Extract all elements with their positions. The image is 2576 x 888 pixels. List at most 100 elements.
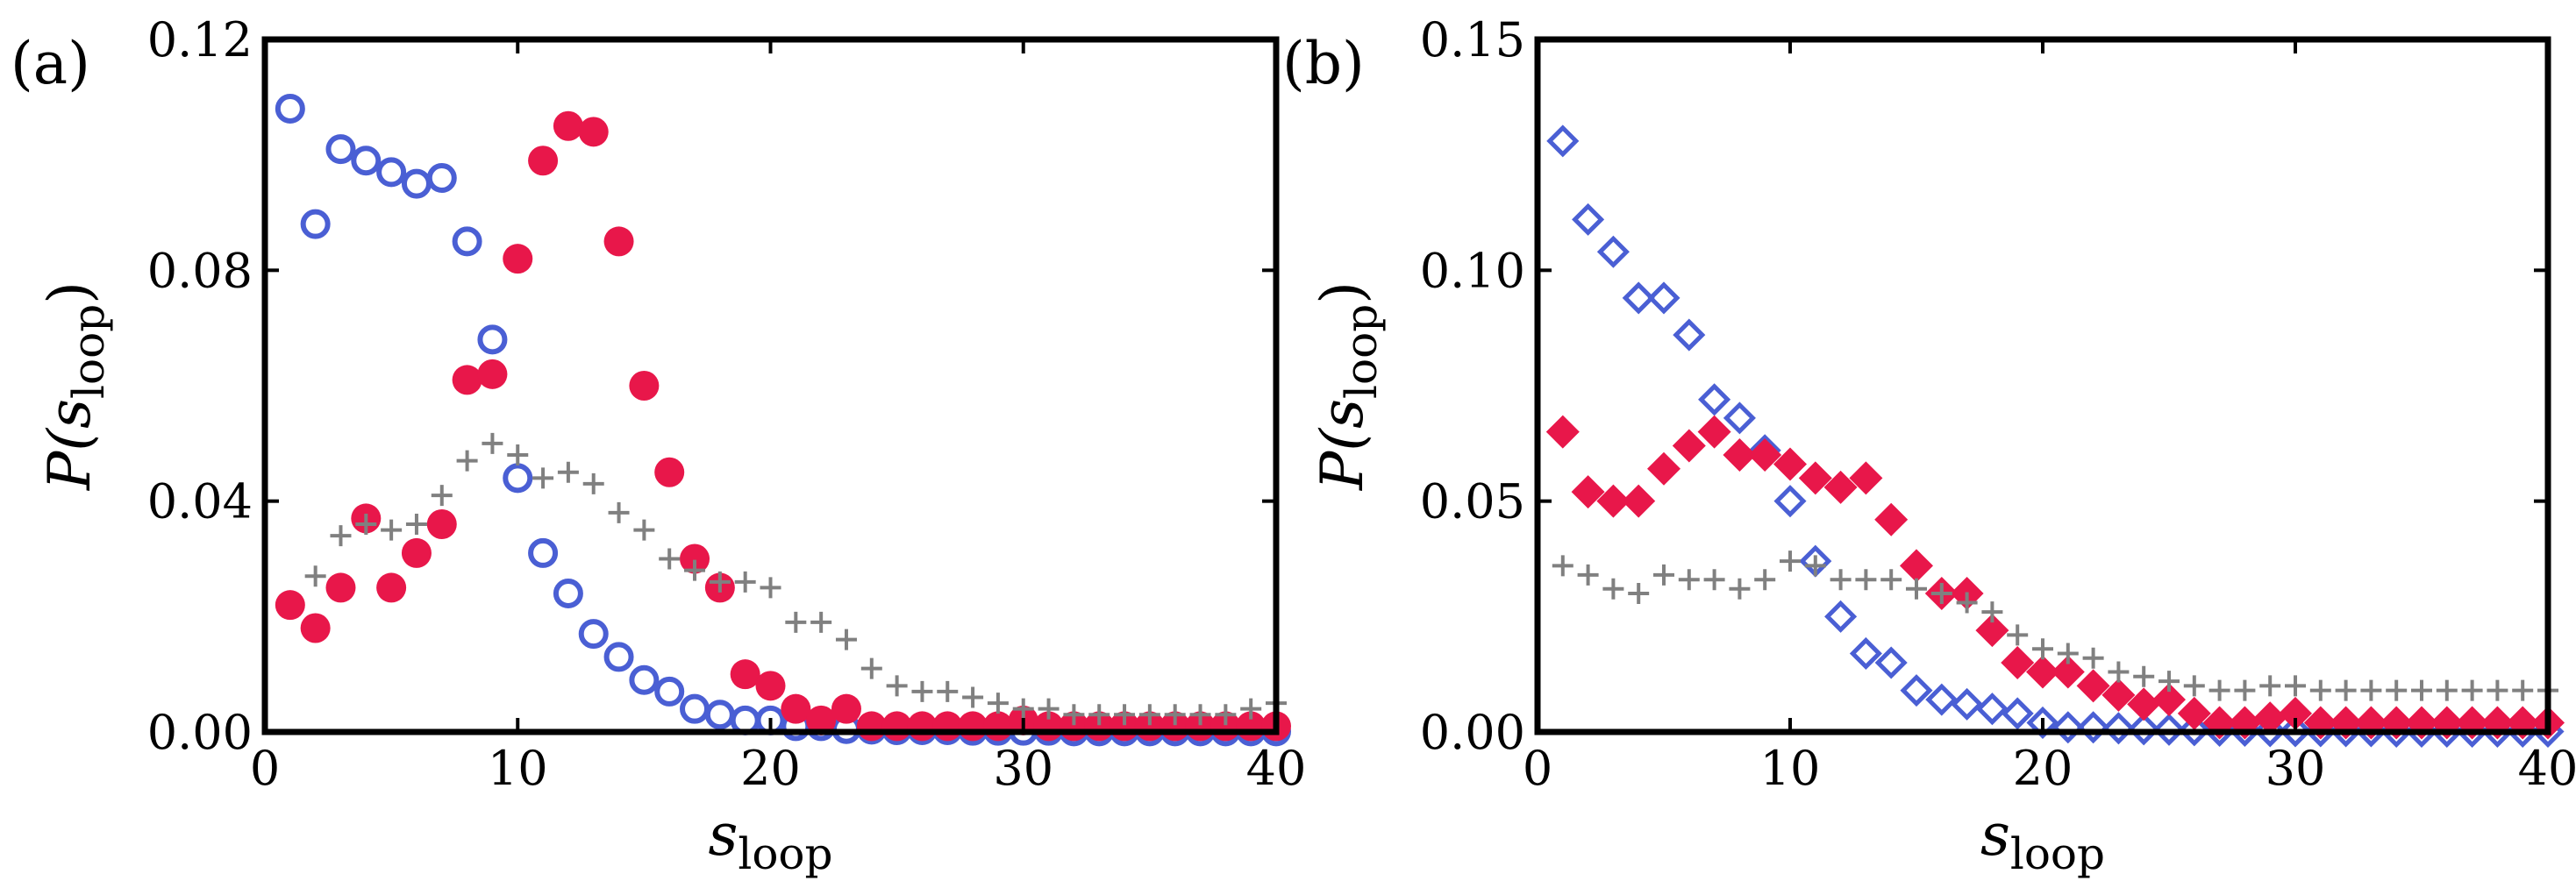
x-tick-label-40: 40 — [1246, 741, 1307, 796]
data-point-gray-plus-21 — [785, 611, 807, 633]
data-point-gray-plus-24 — [2133, 665, 2155, 687]
data-point-red-filled-circles-10 — [503, 244, 533, 274]
data-point-gray-plus-24 — [860, 657, 882, 679]
data-point-red-filled-circles-20 — [755, 671, 786, 701]
series-blue-open-diamonds — [1546, 124, 2565, 749]
data-point-red-filled-diamonds-8 — [1723, 438, 1757, 472]
data-markers — [1545, 124, 2565, 749]
data-point-red-filled-circles-16 — [654, 457, 685, 487]
data-point-gray-plus-5 — [381, 519, 403, 541]
data-point-blue-open-diamonds-6 — [1673, 318, 1706, 352]
y-axis-label-close: ) — [1309, 281, 1376, 304]
data-point-gray-plus-10 — [1780, 551, 1801, 572]
x-axis-label-main: s — [1980, 801, 2010, 869]
x-tick-label-30: 30 — [993, 741, 1053, 796]
y-tick-label-3: 0.12 — [147, 12, 253, 67]
data-point-blue-open-diamonds-23 — [2101, 712, 2135, 745]
data-point-gray-plus-21 — [2057, 643, 2079, 664]
x-tick-label-10: 10 — [1760, 741, 1821, 796]
data-point-gray-plus-37 — [1189, 704, 1211, 726]
data-point-gray-plus-25 — [2159, 671, 2180, 693]
data-point-gray-plus-39 — [2512, 679, 2534, 701]
data-point-blue-open-diamonds-26 — [2178, 714, 2211, 747]
data-point-red-filled-diamonds-13 — [1849, 461, 1883, 495]
data-point-gray-plus-38 — [2487, 679, 2508, 701]
data-point-gray-plus-28 — [962, 686, 984, 708]
data-point-blue-open-diamonds-21 — [2052, 711, 2085, 744]
data-point-gray-plus-17 — [1956, 592, 1978, 614]
data-point-blue-open-diamonds-29 — [2253, 714, 2287, 748]
data-point-red-filled-diamonds-6 — [1672, 429, 1706, 463]
data-point-red-filled-diamonds-7 — [1697, 415, 1731, 449]
data-point-red-filled-circles-8 — [452, 365, 482, 395]
panel-label: (b) — [1282, 30, 1365, 97]
data-point-blue-open-diamonds-16 — [1925, 683, 1959, 716]
data-point-red-filled-diamonds-25 — [2152, 683, 2186, 717]
data-point-gray-plus-14 — [1880, 569, 1902, 591]
data-point-gray-plus-28 — [2234, 679, 2256, 701]
data-point-blue-open-circles-6 — [401, 168, 432, 199]
data-point-red-filled-circles-15 — [629, 371, 660, 401]
y-axis-label-subscript: loop — [63, 304, 114, 399]
data-point-red-filled-diamonds-23 — [2101, 678, 2136, 712]
data-point-gray-plus-32 — [2335, 679, 2357, 701]
data-point-gray-plus-37 — [2461, 679, 2483, 701]
y-tick-label-3: 0.15 — [1420, 12, 1525, 67]
y-tick-label-2: 0.10 — [1420, 243, 1525, 298]
data-point-gray-plus-26 — [911, 680, 933, 702]
data-point-blue-open-circles-13 — [578, 619, 609, 650]
data-point-blue-open-circles-8 — [452, 226, 482, 257]
data-point-gray-plus-11 — [532, 467, 554, 489]
y-tick-label-0: 0.00 — [1420, 705, 1525, 760]
data-point-red-filled-diamonds-11 — [1798, 461, 1832, 495]
data-point-red-filled-circles-6 — [401, 537, 432, 568]
x-tick-label-40: 40 — [2518, 741, 2576, 796]
data-point-gray-plus-23 — [835, 629, 857, 650]
data-point-red-filled-circles-3 — [325, 572, 356, 603]
data-point-blue-open-circles-17 — [680, 693, 710, 724]
data-point-gray-plus-20 — [760, 577, 781, 599]
data-point-red-filled-diamonds-18 — [1975, 614, 2009, 648]
data-point-blue-open-diamonds-10 — [1773, 485, 1807, 518]
data-point-gray-plus-9 — [1754, 569, 1776, 591]
data-point-gray-plus-16 — [1930, 583, 1952, 604]
data-point-red-filled-diamonds-15 — [1900, 549, 1933, 583]
x-tick-label-20: 20 — [740, 741, 801, 796]
data-point-red-filled-circles-21 — [781, 693, 811, 724]
series-red-filled-circles — [275, 110, 1291, 742]
data-point-gray-plus-2 — [304, 565, 326, 587]
data-point-gray-plus-14 — [608, 501, 630, 523]
data-point-blue-open-circles-12 — [553, 579, 583, 608]
data-point-gray-plus-19 — [2007, 624, 2029, 646]
data-point-gray-plus-12 — [557, 461, 579, 483]
data-point-gray-plus-8 — [1729, 578, 1751, 600]
data-point-red-filled-diamonds-14 — [1874, 502, 1909, 536]
data-point-blue-open-circles-11 — [528, 537, 559, 568]
data-point-gray-plus-6 — [405, 514, 427, 535]
chart-panel-b: 0 10 20 30 400.000.050.100.15(b)sloopP(sloop… — [1282, 12, 2576, 879]
y-tick-label-1: 0.05 — [1420, 474, 1525, 529]
x-axis-label-subscript: loop — [738, 828, 832, 879]
data-point-blue-open-diamonds-15 — [1900, 674, 1933, 707]
chart-panel-a: 0 10 20 30 400.000.040.080.12(a)sloopP(sloop… — [11, 12, 1306, 879]
y-tick-label-2: 0.08 — [147, 243, 253, 298]
y-axis-label-main: P(s — [36, 399, 103, 491]
x-axis-label: sloop — [708, 801, 832, 879]
data-point-gray-plus-4 — [1628, 583, 1650, 604]
data-point-gray-plus-13 — [582, 472, 604, 494]
data-point-red-filled-diamonds-2 — [1571, 475, 1605, 509]
data-point-gray-plus-35 — [1138, 704, 1160, 726]
x-tick-label-0: 0 — [1523, 741, 1552, 796]
data-point-blue-open-circles-1 — [275, 94, 305, 124]
data-point-red-filled-circles-7 — [426, 509, 457, 539]
data-point-gray-plus-22 — [2082, 647, 2104, 669]
x-axis-label-subscript: loop — [2010, 828, 2105, 879]
data-point-red-filled-diamonds-9 — [1748, 438, 1782, 472]
data-point-gray-plus-6 — [1678, 569, 1700, 591]
data-point-blue-open-circles-7 — [426, 163, 457, 193]
data-point-gray-plus-3 — [330, 525, 352, 547]
data-point-red-filled-circles-5 — [376, 572, 407, 603]
data-point-blue-open-diamonds-20 — [2026, 706, 2059, 740]
data-point-red-filled-circles-12 — [553, 110, 583, 141]
data-point-gray-plus-32 — [1063, 704, 1085, 726]
